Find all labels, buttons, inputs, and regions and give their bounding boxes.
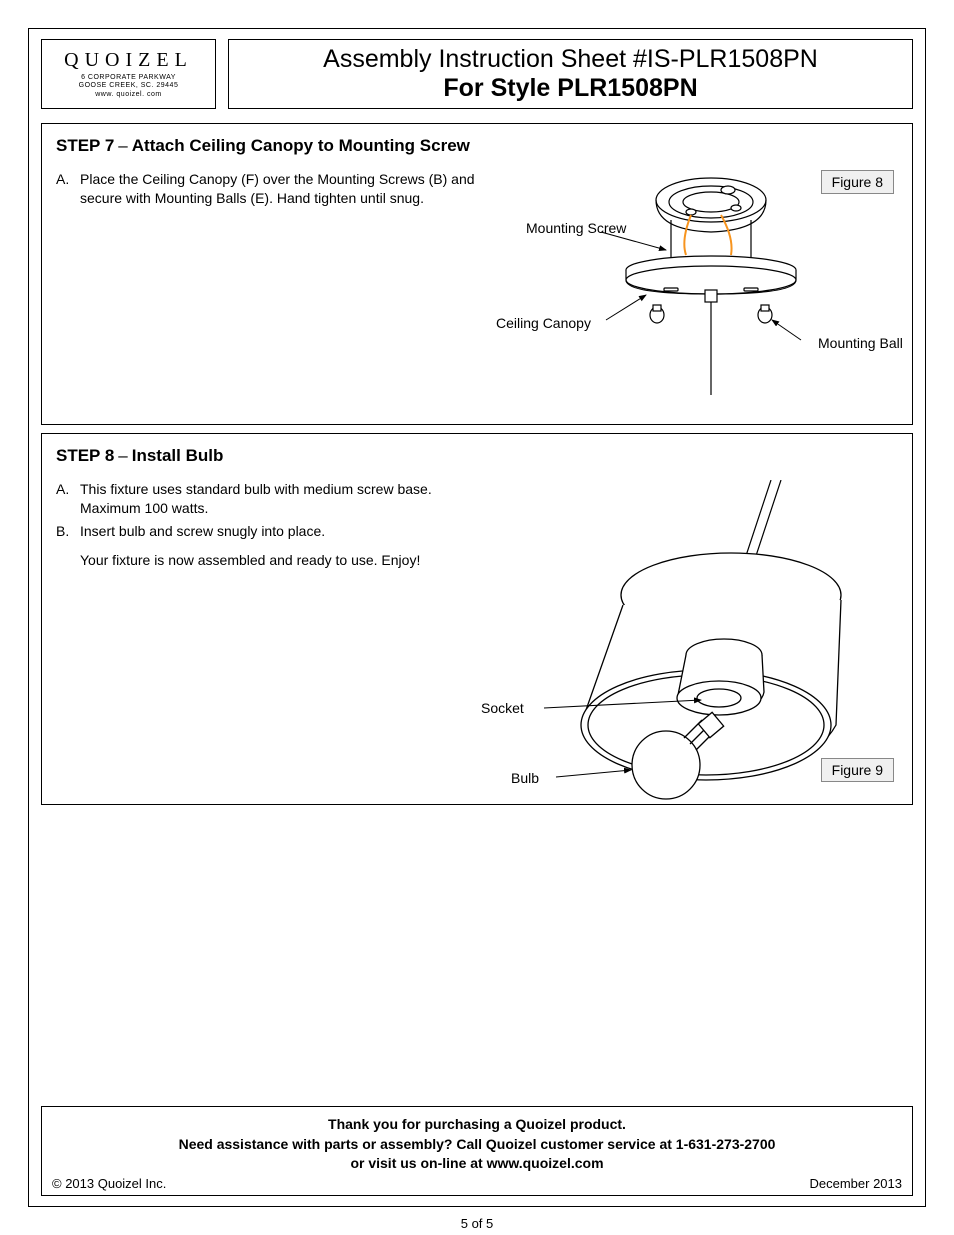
header-row: QUOIZEL 6 CORPORATE PARKWAY GOOSE CREEK,… xyxy=(29,29,925,109)
figure-8-svg xyxy=(506,160,876,400)
step-8-heading: STEP 8–Install Bulb xyxy=(56,446,536,466)
figure-9-svg xyxy=(506,480,896,800)
step-7-text: A. Place the Ceiling Canopy (F) over the… xyxy=(56,170,496,410)
step-8-body: A. This fixture uses standard bulb with … xyxy=(56,480,898,790)
steps-area: STEP 7–Attach Ceiling Canopy to Mounting… xyxy=(29,109,925,805)
step-7-heading: STEP 7–Attach Ceiling Canopy to Mounting… xyxy=(56,136,536,156)
item-a-label-8: A. xyxy=(56,480,80,518)
footer-box: Thank you for purchasing a Quoizel produ… xyxy=(41,1106,913,1196)
logo-box: QUOIZEL 6 CORPORATE PARKWAY GOOSE CREEK,… xyxy=(41,39,216,109)
item-a-text: Place the Ceiling Canopy (F) over the Mo… xyxy=(80,170,496,208)
footer-bottom-row: © 2013 Quoizel Inc. December 2013 xyxy=(52,1176,902,1191)
step-8-box: STEP 8–Install Bulb A. This fixture uses… xyxy=(41,433,913,805)
step-7-title: Attach Ceiling Canopy to Mounting Screw xyxy=(132,136,470,155)
step-8-note: Your fixture is now assembled and ready … xyxy=(80,551,496,570)
doc-title-line2: For Style PLR1508PN xyxy=(443,74,697,103)
dash2: – xyxy=(118,446,127,465)
footer-thanks: Thank you for purchasing a Quoizel produ… xyxy=(52,1115,902,1174)
footer-line2: Need assistance with parts or assembly? … xyxy=(52,1135,902,1155)
item-b-text-8: Insert bulb and screw snugly into place. xyxy=(80,522,496,541)
logo-addr-line2: GOOSE CREEK, SC. 29445 xyxy=(79,82,179,90)
item-a-text-8: This fixture uses standard bulb with med… xyxy=(80,480,496,518)
step-8-text: A. This fixture uses standard bulb with … xyxy=(56,480,496,790)
step-8-title: Install Bulb xyxy=(132,446,224,465)
step-8-item-b: B. Insert bulb and screw snugly into pla… xyxy=(56,522,496,541)
step-8-label: STEP 8 xyxy=(56,446,114,465)
footer-line3: or visit us on-line at www.quoizel.com xyxy=(52,1154,902,1174)
footer-line1: Thank you for purchasing a Quoizel produ… xyxy=(52,1115,902,1135)
step-7-label: STEP 7 xyxy=(56,136,114,155)
logo-addr-line3: www. quoizel. com xyxy=(79,91,179,99)
footer-copyright: © 2013 Quoizel Inc. xyxy=(52,1176,166,1191)
item-b-label-8: B. xyxy=(56,522,80,541)
step-8-item-a: A. This fixture uses standard bulb with … xyxy=(56,480,496,518)
page-number: 5 of 5 xyxy=(0,1216,954,1231)
step-7-body: A. Place the Ceiling Canopy (F) over the… xyxy=(56,170,898,410)
figure-8-area: Figure 8 Mounting Screw Ceiling Canopy M… xyxy=(506,170,898,410)
logo-name: QUOIZEL xyxy=(64,49,193,72)
step-7-box: STEP 7–Attach Ceiling Canopy to Mounting… xyxy=(41,123,913,425)
page-border: QUOIZEL 6 CORPORATE PARKWAY GOOSE CREEK,… xyxy=(28,28,926,1207)
figure-9-area: Figure 9 Socket Bulb xyxy=(506,480,898,790)
title-box: Assembly Instruction Sheet #IS-PLR1508PN… xyxy=(228,39,913,109)
doc-title-line1: Assembly Instruction Sheet #IS-PLR1508PN xyxy=(323,45,818,74)
logo-address: 6 CORPORATE PARKWAY GOOSE CREEK, SC. 294… xyxy=(79,74,179,99)
footer-date: December 2013 xyxy=(810,1176,903,1191)
dash: – xyxy=(118,136,127,155)
logo-addr-line1: 6 CORPORATE PARKWAY xyxy=(79,74,179,82)
item-a-label: A. xyxy=(56,170,80,208)
step-7-item-a: A. Place the Ceiling Canopy (F) over the… xyxy=(56,170,496,208)
